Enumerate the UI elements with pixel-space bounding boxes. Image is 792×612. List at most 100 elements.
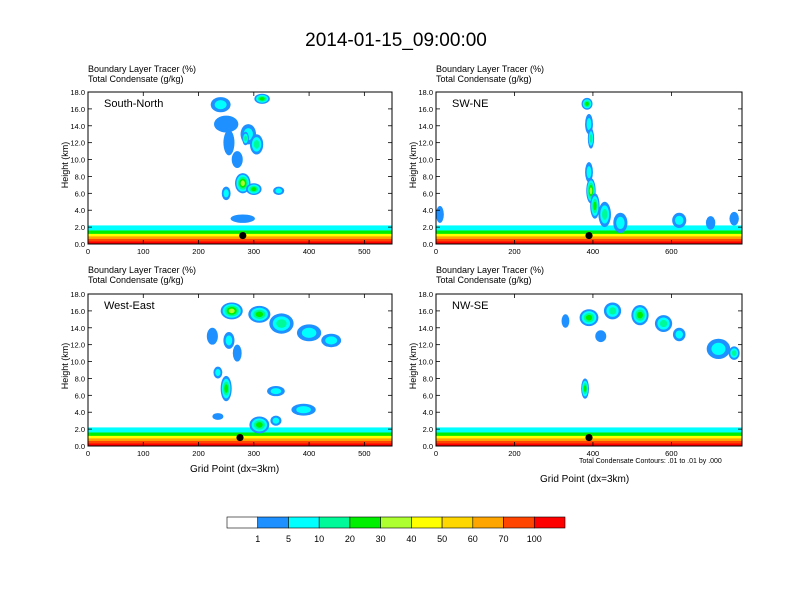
colorbar-label: 5 — [286, 534, 291, 544]
y-tick-label: 12.0 — [70, 139, 85, 148]
tracer-contour — [675, 330, 683, 339]
panel-nw-se: 0.0 2.0 4.0 6.0 8.0 10.0 12.0 14.0 16.0 18.0 0 200 4… — [418, 290, 743, 458]
y-tick-label: 2.0 — [75, 223, 85, 232]
x-tick-label: 400 — [303, 247, 316, 256]
colorbar-label: 70 — [499, 534, 509, 544]
tracer-contour — [589, 187, 593, 195]
tracer-contour — [244, 135, 247, 142]
location-marker — [585, 433, 593, 442]
x-tick-label: 400 — [587, 247, 600, 256]
colorbar-swatch — [257, 516, 289, 529]
y-tick-label: 2.0 — [423, 425, 433, 434]
x-tick-label: 100 — [137, 247, 150, 256]
tracer-contour — [223, 189, 229, 198]
colorbar-label: 30 — [376, 534, 386, 544]
tracer-contour — [251, 187, 257, 192]
panel-header-nw-se: Boundary Layer Tracer (%) Total Condensa… — [436, 265, 544, 285]
tracer-contour — [301, 327, 317, 338]
y-tick-label: 18.0 — [418, 290, 433, 299]
y-tick-label: 14.0 — [418, 122, 433, 131]
y-tick-label: 10.0 — [418, 156, 433, 165]
y-tick-label: 16.0 — [418, 307, 433, 316]
tracer-contour — [228, 308, 235, 314]
y-tick-label: 2.0 — [423, 223, 433, 232]
x-tick-label: 600 — [665, 247, 678, 256]
panel-label: West-East — [104, 300, 155, 312]
tracer-contour — [585, 314, 593, 321]
colorbar-swatch — [318, 516, 351, 529]
y-tick-label: 18.0 — [418, 88, 433, 97]
panel-header-west-east: Boundary Layer Tracer (%) Total Condensa… — [88, 265, 196, 285]
y-tick-label: 4.0 — [423, 408, 433, 417]
y-tick-label: 4.0 — [75, 206, 85, 215]
panel-header-line2: Total Condensate (g/kg) — [436, 74, 532, 84]
boundary-layer-band — [436, 443, 742, 446]
tracer-contour — [583, 385, 587, 392]
y-tick-label: 6.0 — [423, 391, 433, 400]
colorbar-label: 20 — [345, 534, 355, 544]
colorbar-swatch — [503, 516, 535, 529]
colorbar-label: 10 — [314, 534, 324, 544]
tracer-contour — [608, 307, 617, 315]
tracer-contour — [674, 215, 684, 225]
y-tick-label: 10.0 — [70, 156, 85, 165]
panel-header-line1: Boundary Layer Tracer (%) — [88, 64, 197, 74]
chart-title: 2014-01-15_09:00:00 — [305, 30, 487, 51]
plot-area — [88, 294, 392, 446]
y-tick-label: 12.0 — [418, 341, 433, 350]
plot-frame — [435, 91, 743, 245]
tracer-contour — [224, 384, 229, 393]
y-tick-label: 18.0 — [70, 290, 85, 299]
tracer-contour — [731, 350, 737, 357]
tracer-contour — [214, 115, 239, 133]
plot-area — [436, 92, 742, 244]
tracer-contour — [589, 134, 593, 143]
colorbar-label: 100 — [527, 534, 542, 544]
tracer-contour — [225, 335, 233, 346]
tracer-contour — [253, 140, 260, 149]
y-tick-label: 12.0 — [70, 341, 85, 350]
tracer-contour — [223, 130, 235, 156]
colorbar-swatch — [288, 516, 320, 529]
tracer-contour — [270, 388, 282, 395]
panel-label: South-North — [104, 98, 163, 110]
location-marker — [236, 433, 244, 442]
tracer-contour — [212, 413, 224, 420]
panel-label: NW-SE — [452, 300, 488, 312]
y-tick-label: 14.0 — [70, 122, 85, 131]
x-tick-label: 200 — [192, 449, 205, 458]
tracer-contour — [231, 151, 243, 168]
colorbar-swatch — [226, 516, 259, 529]
tracer-contour — [255, 311, 264, 318]
x-tick-label: 400 — [303, 449, 316, 458]
tracer-contour — [259, 97, 265, 101]
tracer-contour — [602, 209, 608, 220]
tracer-contour — [240, 180, 245, 186]
y-tick-label: 6.0 — [423, 189, 433, 198]
tracer-contour — [561, 314, 570, 328]
panel-south-north: 0.0 2.0 4.0 6.0 8.0 10.0 12.0 14.0 16.0 18.0 0 100 2… — [70, 88, 393, 256]
plot-frame — [87, 91, 393, 245]
tracer-contour — [436, 206, 444, 223]
y-tick-label: 8.0 — [423, 374, 433, 383]
y-tick-label: 4.0 — [423, 206, 433, 215]
x-tick-label: 400 — [587, 449, 600, 458]
tracer-contour — [595, 330, 607, 343]
panel-header-line1: Boundary Layer Tracer (%) — [436, 64, 545, 74]
tracer-contour — [729, 211, 739, 226]
tracer-contour — [637, 311, 643, 319]
y-tick-label: 8.0 — [75, 374, 85, 383]
location-marker — [239, 231, 247, 240]
tracer-contour — [593, 201, 597, 211]
tracer-contour — [230, 214, 255, 223]
x-tick-label: 0 — [434, 449, 438, 458]
y-tick-label: 10.0 — [70, 358, 85, 367]
tracer-contour — [586, 166, 592, 179]
boundary-layer-band — [88, 241, 392, 244]
y-tick-label: 10.0 — [418, 358, 433, 367]
contour-note: Total Condensate Contours: .01 to .01 by… — [579, 458, 722, 465]
tracer-contour — [206, 327, 218, 345]
colorbar-swatch — [441, 516, 474, 529]
x-tick-label: 0 — [86, 449, 90, 458]
x-tick-label: 500 — [358, 449, 371, 458]
